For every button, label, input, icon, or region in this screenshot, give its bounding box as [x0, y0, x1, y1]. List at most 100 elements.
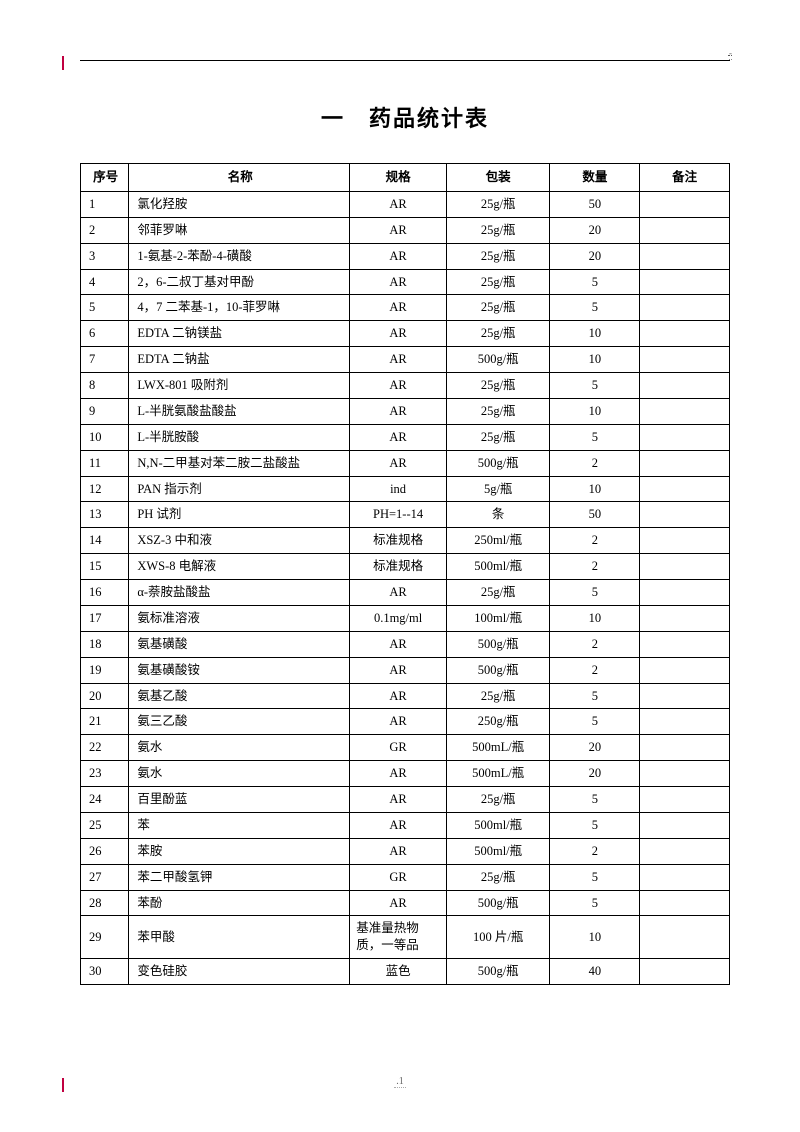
cell-qty: 10 — [550, 605, 640, 631]
cell-name: LWX-801 吸附剂 — [129, 373, 350, 399]
cell-name: EDTA 二钠镁盐 — [129, 321, 350, 347]
cell-spec: ind — [350, 476, 447, 502]
cell-spec: 基准量热物质，一等品 — [350, 916, 447, 959]
table-row: 23氨水AR500mL/瓶20 — [81, 761, 730, 787]
cell-name: α-萘胺盐酸盐 — [129, 580, 350, 606]
cell-spec: AR — [350, 838, 447, 864]
cell-qty: 2 — [550, 657, 640, 683]
cell-index: 25 — [81, 812, 129, 838]
cell-note — [640, 580, 730, 606]
table-row: 54，7 二苯基-1，10-菲罗啉AR25g/瓶5 — [81, 295, 730, 321]
page-number: .1 — [394, 1076, 406, 1088]
cell-package: 500ml/瓶 — [446, 812, 550, 838]
cell-note — [640, 347, 730, 373]
cell-qty: 10 — [550, 321, 640, 347]
cell-index: 5 — [81, 295, 129, 321]
cell-qty: 20 — [550, 761, 640, 787]
cell-name: XWS-8 电解液 — [129, 554, 350, 580]
cell-spec: AR — [350, 787, 447, 813]
cell-package: 25g/瓶 — [446, 243, 550, 269]
cell-package: 500ml/瓶 — [446, 554, 550, 580]
cell-note — [640, 528, 730, 554]
cell-spec: AR — [350, 709, 447, 735]
cell-package: 25g/瓶 — [446, 373, 550, 399]
cell-name: 苯甲酸 — [129, 916, 350, 959]
table-body: 1氯化羟胺AR25g/瓶502邻菲罗啉AR25g/瓶2031-氨基-2-苯酚-4… — [81, 191, 730, 984]
cell-package: 500g/瓶 — [446, 657, 550, 683]
cell-package: 500g/瓶 — [446, 347, 550, 373]
cell-note — [640, 864, 730, 890]
cell-qty: 20 — [550, 217, 640, 243]
cell-index: 28 — [81, 890, 129, 916]
table-row: 24百里酚蓝AR25g/瓶5 — [81, 787, 730, 813]
cell-spec: AR — [350, 321, 447, 347]
cell-package: 500g/瓶 — [446, 450, 550, 476]
cell-qty: 10 — [550, 916, 640, 959]
cell-qty: 5 — [550, 424, 640, 450]
table-row: 7EDTA 二钠盐AR500g/瓶10 — [81, 347, 730, 373]
col-header-qty: 数量 — [550, 164, 640, 192]
cell-package: 条 — [446, 502, 550, 528]
table-row: 30变色硅胶蓝色500g/瓶40 — [81, 959, 730, 985]
cell-qty: 5 — [550, 709, 640, 735]
col-header-spec: 规格 — [350, 164, 447, 192]
cell-note — [640, 683, 730, 709]
cursor-mark-bottom — [62, 1078, 67, 1092]
table-row: 17氨标准溶液0.1mg/ml100ml/瓶10 — [81, 605, 730, 631]
cell-index: 19 — [81, 657, 129, 683]
medicine-stats-table: 序号 名称 规格 包装 数量 备注 1氯化羟胺AR25g/瓶502邻菲罗啉AR2… — [80, 163, 730, 985]
cell-qty: 50 — [550, 191, 640, 217]
cell-qty: 2 — [550, 554, 640, 580]
cell-note — [640, 450, 730, 476]
cell-package: 500g/瓶 — [446, 959, 550, 985]
header-rule — [80, 60, 730, 61]
cell-qty: 2 — [550, 631, 640, 657]
cell-name: PAN 指示剂 — [129, 476, 350, 502]
cell-package: 25g/瓶 — [446, 321, 550, 347]
cell-spec: PH=1--14 — [350, 502, 447, 528]
cell-index: 4 — [81, 269, 129, 295]
cell-index: 2 — [81, 217, 129, 243]
table-row: 6EDTA 二钠镁盐AR25g/瓶10 — [81, 321, 730, 347]
cell-note — [640, 657, 730, 683]
cell-name: 氨水 — [129, 761, 350, 787]
cell-index: 16 — [81, 580, 129, 606]
cell-name: 苯胺 — [129, 838, 350, 864]
table-row: 13PH 试剂PH=1--14条50 — [81, 502, 730, 528]
table-row: 29苯甲酸基准量热物质，一等品100 片/瓶10 — [81, 916, 730, 959]
cell-index: 10 — [81, 424, 129, 450]
cell-name: 1-氨基-2-苯酚-4-磺酸 — [129, 243, 350, 269]
cell-name: 氨基磺酸铵 — [129, 657, 350, 683]
cell-note — [640, 502, 730, 528]
table-row: 27苯二甲酸氢钾GR25g/瓶5 — [81, 864, 730, 890]
cell-qty: 5 — [550, 295, 640, 321]
cell-index: 1 — [81, 191, 129, 217]
cell-qty: 5 — [550, 683, 640, 709]
cell-spec: AR — [350, 890, 447, 916]
cell-index: 29 — [81, 916, 129, 959]
table-row: 31-氨基-2-苯酚-4-磺酸AR25g/瓶20 — [81, 243, 730, 269]
table-row: 12PAN 指示剂ind5g/瓶10 — [81, 476, 730, 502]
cell-spec: AR — [350, 631, 447, 657]
cell-package: 500mL/瓶 — [446, 761, 550, 787]
table-row: 16α-萘胺盐酸盐AR25g/瓶5 — [81, 580, 730, 606]
cell-package: 5g/瓶 — [446, 476, 550, 502]
cell-note — [640, 709, 730, 735]
cell-name: 变色硅胶 — [129, 959, 350, 985]
cell-package: 25g/瓶 — [446, 191, 550, 217]
cell-qty: 5 — [550, 812, 640, 838]
cell-name: 氨水 — [129, 735, 350, 761]
cell-name: 苯酚 — [129, 890, 350, 916]
cell-package: 25g/瓶 — [446, 269, 550, 295]
cell-note — [640, 398, 730, 424]
cell-index: 8 — [81, 373, 129, 399]
cell-package: 25g/瓶 — [446, 295, 550, 321]
table-row: 9L-半胱氨酸盐酸盐AR25g/瓶10 — [81, 398, 730, 424]
cell-name: 氯化羟胺 — [129, 191, 350, 217]
cell-name: 苯二甲酸氢钾 — [129, 864, 350, 890]
cell-spec: AR — [350, 295, 447, 321]
cell-spec: 0.1mg/ml — [350, 605, 447, 631]
cell-note — [640, 424, 730, 450]
cell-package: 25g/瓶 — [446, 398, 550, 424]
cell-index: 9 — [81, 398, 129, 424]
